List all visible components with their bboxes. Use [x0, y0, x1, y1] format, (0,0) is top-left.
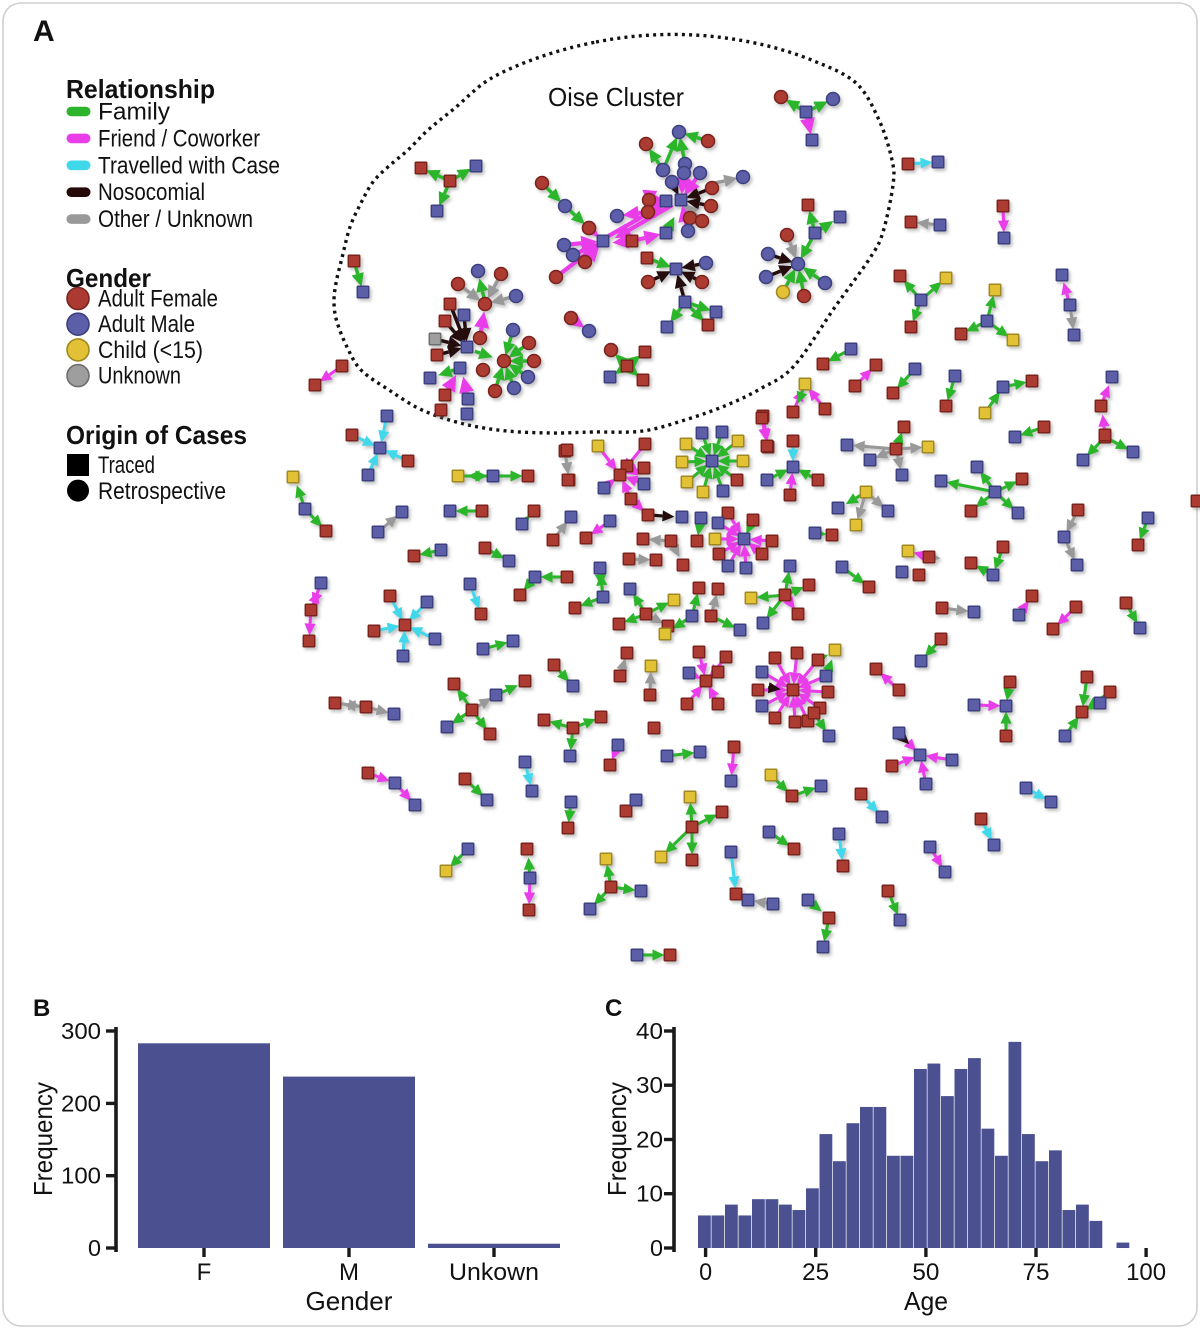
svg-text:Age: Age	[904, 1286, 948, 1316]
svg-text:30: 30	[636, 1072, 663, 1098]
svg-text:0: 0	[699, 1259, 712, 1286]
svg-text:Gender: Gender	[306, 1286, 393, 1316]
svg-text:C: C	[605, 995, 622, 1022]
svg-text:300: 300	[61, 1018, 101, 1044]
svg-text:Travelled with Case: Travelled with Case	[98, 152, 280, 179]
svg-text:Adult Male: Adult Male	[98, 311, 195, 338]
svg-text:M: M	[339, 1259, 359, 1286]
svg-text:200: 200	[61, 1090, 101, 1116]
svg-text:B: B	[33, 995, 50, 1022]
svg-text:Friend / Coworker: Friend / Coworker	[98, 125, 260, 152]
svg-text:100: 100	[1126, 1259, 1166, 1286]
svg-text:A: A	[33, 15, 55, 48]
svg-text:Child (<15): Child (<15)	[98, 337, 203, 364]
svg-text:Frequency: Frequency	[28, 1082, 58, 1196]
svg-text:75: 75	[1023, 1259, 1050, 1286]
svg-text:Frequency: Frequency	[602, 1082, 632, 1196]
svg-text:Family: Family	[98, 99, 170, 126]
svg-text:100: 100	[61, 1163, 101, 1189]
svg-text:0: 0	[650, 1235, 663, 1261]
svg-text:Adult Female: Adult Female	[98, 286, 218, 313]
svg-text:Retrospective: Retrospective	[98, 478, 226, 505]
svg-text:50: 50	[912, 1259, 939, 1286]
svg-text:20: 20	[636, 1127, 663, 1153]
svg-text:10: 10	[636, 1181, 663, 1207]
svg-text:Origin of Cases: Origin of Cases	[66, 420, 247, 450]
svg-text:Unknown: Unknown	[98, 363, 181, 390]
svg-text:Unkown: Unkown	[449, 1259, 539, 1286]
svg-text:Other / Unknown: Other / Unknown	[98, 206, 253, 233]
svg-text:40: 40	[636, 1018, 663, 1044]
svg-text:0: 0	[88, 1235, 101, 1261]
svg-text:Nosocomial: Nosocomial	[98, 179, 205, 206]
svg-text:Oise Cluster: Oise Cluster	[548, 82, 684, 112]
svg-text:25: 25	[802, 1259, 829, 1286]
svg-text:F: F	[197, 1259, 212, 1286]
svg-text:Traced: Traced	[98, 452, 155, 479]
